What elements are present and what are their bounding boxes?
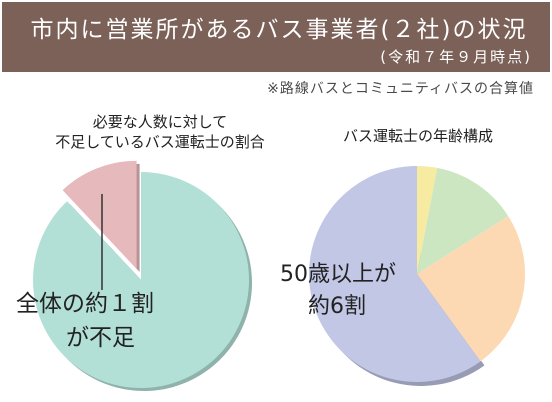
- header-banner: 市内に営業所があるバス事業者(２社)の状況 (令和７年９月時点): [2, 2, 550, 72]
- left-pie-slice-rest: [32, 172, 249, 389]
- left-chart-title-line-2: 不足しているバス運転士の割合: [55, 133, 265, 151]
- right-pie-slice-1: [308, 166, 481, 382]
- page-title: 市内に営業所があるバス事業者(２社)の状況: [30, 17, 528, 43]
- left-annotation-line-1: 全体の約１割: [16, 291, 154, 317]
- page-subtitle: (令和７年９月時点): [380, 48, 532, 66]
- left-pie-chart: [32, 160, 252, 391]
- right-pie-slice-4: [417, 166, 438, 274]
- right-annotation-line-2: 約6割: [308, 294, 366, 319]
- right-chart-title: バス運転士の年齢構成: [342, 127, 493, 145]
- footnote: ※路線バスとコミュニティバスの合算値: [267, 81, 534, 97]
- left-annotation-line-2: が不足: [66, 325, 135, 351]
- left-chart-title-line-1: 必要な人数に対して: [92, 113, 228, 131]
- right-annotation-line-1: 50歳以上が: [280, 262, 396, 287]
- right-pie-slice-3: [417, 167, 509, 274]
- right-pie-chart: [308, 166, 526, 386]
- left-pie-slice-insufficient: [62, 160, 137, 269]
- left-chart-title: 必要な人数に対して 不足しているバス運転士の割合: [40, 112, 280, 152]
- right-pie-slice-2: [417, 216, 526, 362]
